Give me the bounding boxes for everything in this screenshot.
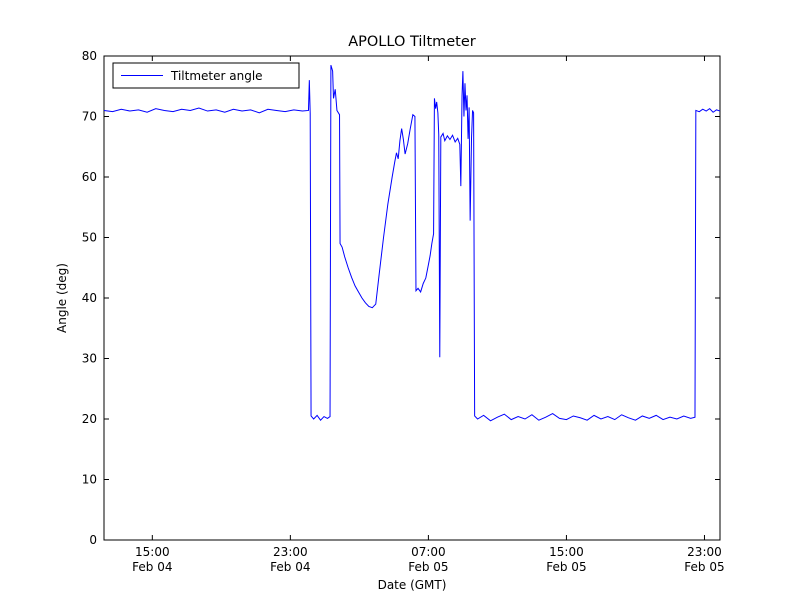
- tick-label: 70: [82, 110, 97, 124]
- tick-label: 10: [82, 473, 97, 487]
- tiltmeter-angle-line: [103, 64, 721, 422]
- axes-frame: [103, 55, 721, 541]
- tick-label: Feb 04: [132, 560, 172, 574]
- tick-label: 20: [82, 412, 97, 426]
- tick-label: 50: [82, 231, 97, 245]
- y-axis-label: Angle (deg): [55, 263, 69, 333]
- tick-label: 80: [82, 49, 97, 63]
- tick-label: 30: [82, 352, 97, 366]
- tick-label: 15:00: [135, 545, 170, 559]
- tick-label: 23:00: [273, 545, 308, 559]
- tick-label: Feb 05: [408, 560, 448, 574]
- tick-label: 23:00: [687, 545, 722, 559]
- tick-label: 0: [89, 533, 97, 547]
- legend-label: Tiltmeter angle: [170, 69, 263, 83]
- tick-label: 07:00: [411, 545, 446, 559]
- tick-label: 60: [82, 170, 97, 184]
- tick-label: 15:00: [549, 545, 584, 559]
- tick-label: Feb 05: [684, 560, 724, 574]
- tick-label: Feb 04: [270, 560, 310, 574]
- data-series: [103, 64, 721, 422]
- legend-box: Tiltmeter angle: [112, 62, 300, 89]
- chart-title: APOLLO Tiltmeter: [348, 34, 476, 50]
- tick-label: Feb 05: [546, 560, 586, 574]
- x-axis-label: Date (GMT): [378, 578, 447, 592]
- tick-label: 40: [82, 291, 97, 305]
